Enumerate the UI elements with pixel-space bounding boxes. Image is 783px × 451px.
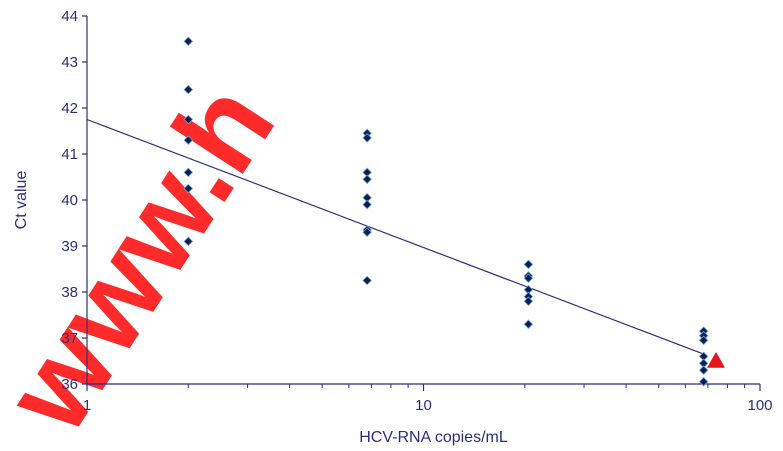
watermark-text: www.h	[0, 61, 300, 451]
y-axis-title: Ct value	[13, 171, 30, 230]
data-point	[523, 319, 534, 329]
data-point	[362, 275, 372, 286]
data-point	[362, 227, 372, 237]
data-point	[183, 36, 194, 47]
y-tick-label: 42	[61, 100, 78, 117]
y-tick-label: 41	[61, 146, 78, 163]
y-tick-label: 37	[61, 330, 78, 347]
trendline-layer	[86, 118, 704, 355]
x-tick-label: 10	[415, 397, 432, 414]
data-point	[362, 199, 372, 210]
y-tick-label: 38	[61, 284, 78, 301]
x-tick-label: 100	[747, 397, 772, 414]
data-point	[183, 167, 194, 178]
trendline	[86, 118, 704, 355]
watermark: www.h	[0, 61, 300, 451]
data-point	[183, 135, 194, 145]
data-point	[362, 133, 372, 143]
data-point-triangle	[706, 352, 725, 368]
data-point	[523, 259, 534, 270]
y-tick-label: 36	[61, 376, 78, 393]
data-point	[183, 183, 194, 194]
y-tick-label: 43	[61, 54, 78, 71]
data-point	[698, 335, 709, 346]
x-tick-label: 1	[83, 397, 91, 414]
data-point	[523, 273, 534, 283]
data-point	[362, 174, 372, 185]
x-axis-title: HCV-RNA copies/mL	[359, 429, 508, 446]
data-point	[698, 365, 709, 375]
axes: 36 37 38 39 40 41 42 43 44 1 10 100	[61, 8, 772, 414]
y-tick-label: 44	[61, 8, 78, 25]
data-point	[523, 296, 534, 306]
data-point	[183, 84, 194, 95]
points-layer	[183, 36, 725, 387]
data-point	[698, 376, 709, 387]
y-tick-label: 40	[61, 192, 78, 209]
data-point	[183, 114, 194, 125]
data-point	[183, 236, 194, 247]
y-tick-label: 39	[61, 238, 78, 255]
